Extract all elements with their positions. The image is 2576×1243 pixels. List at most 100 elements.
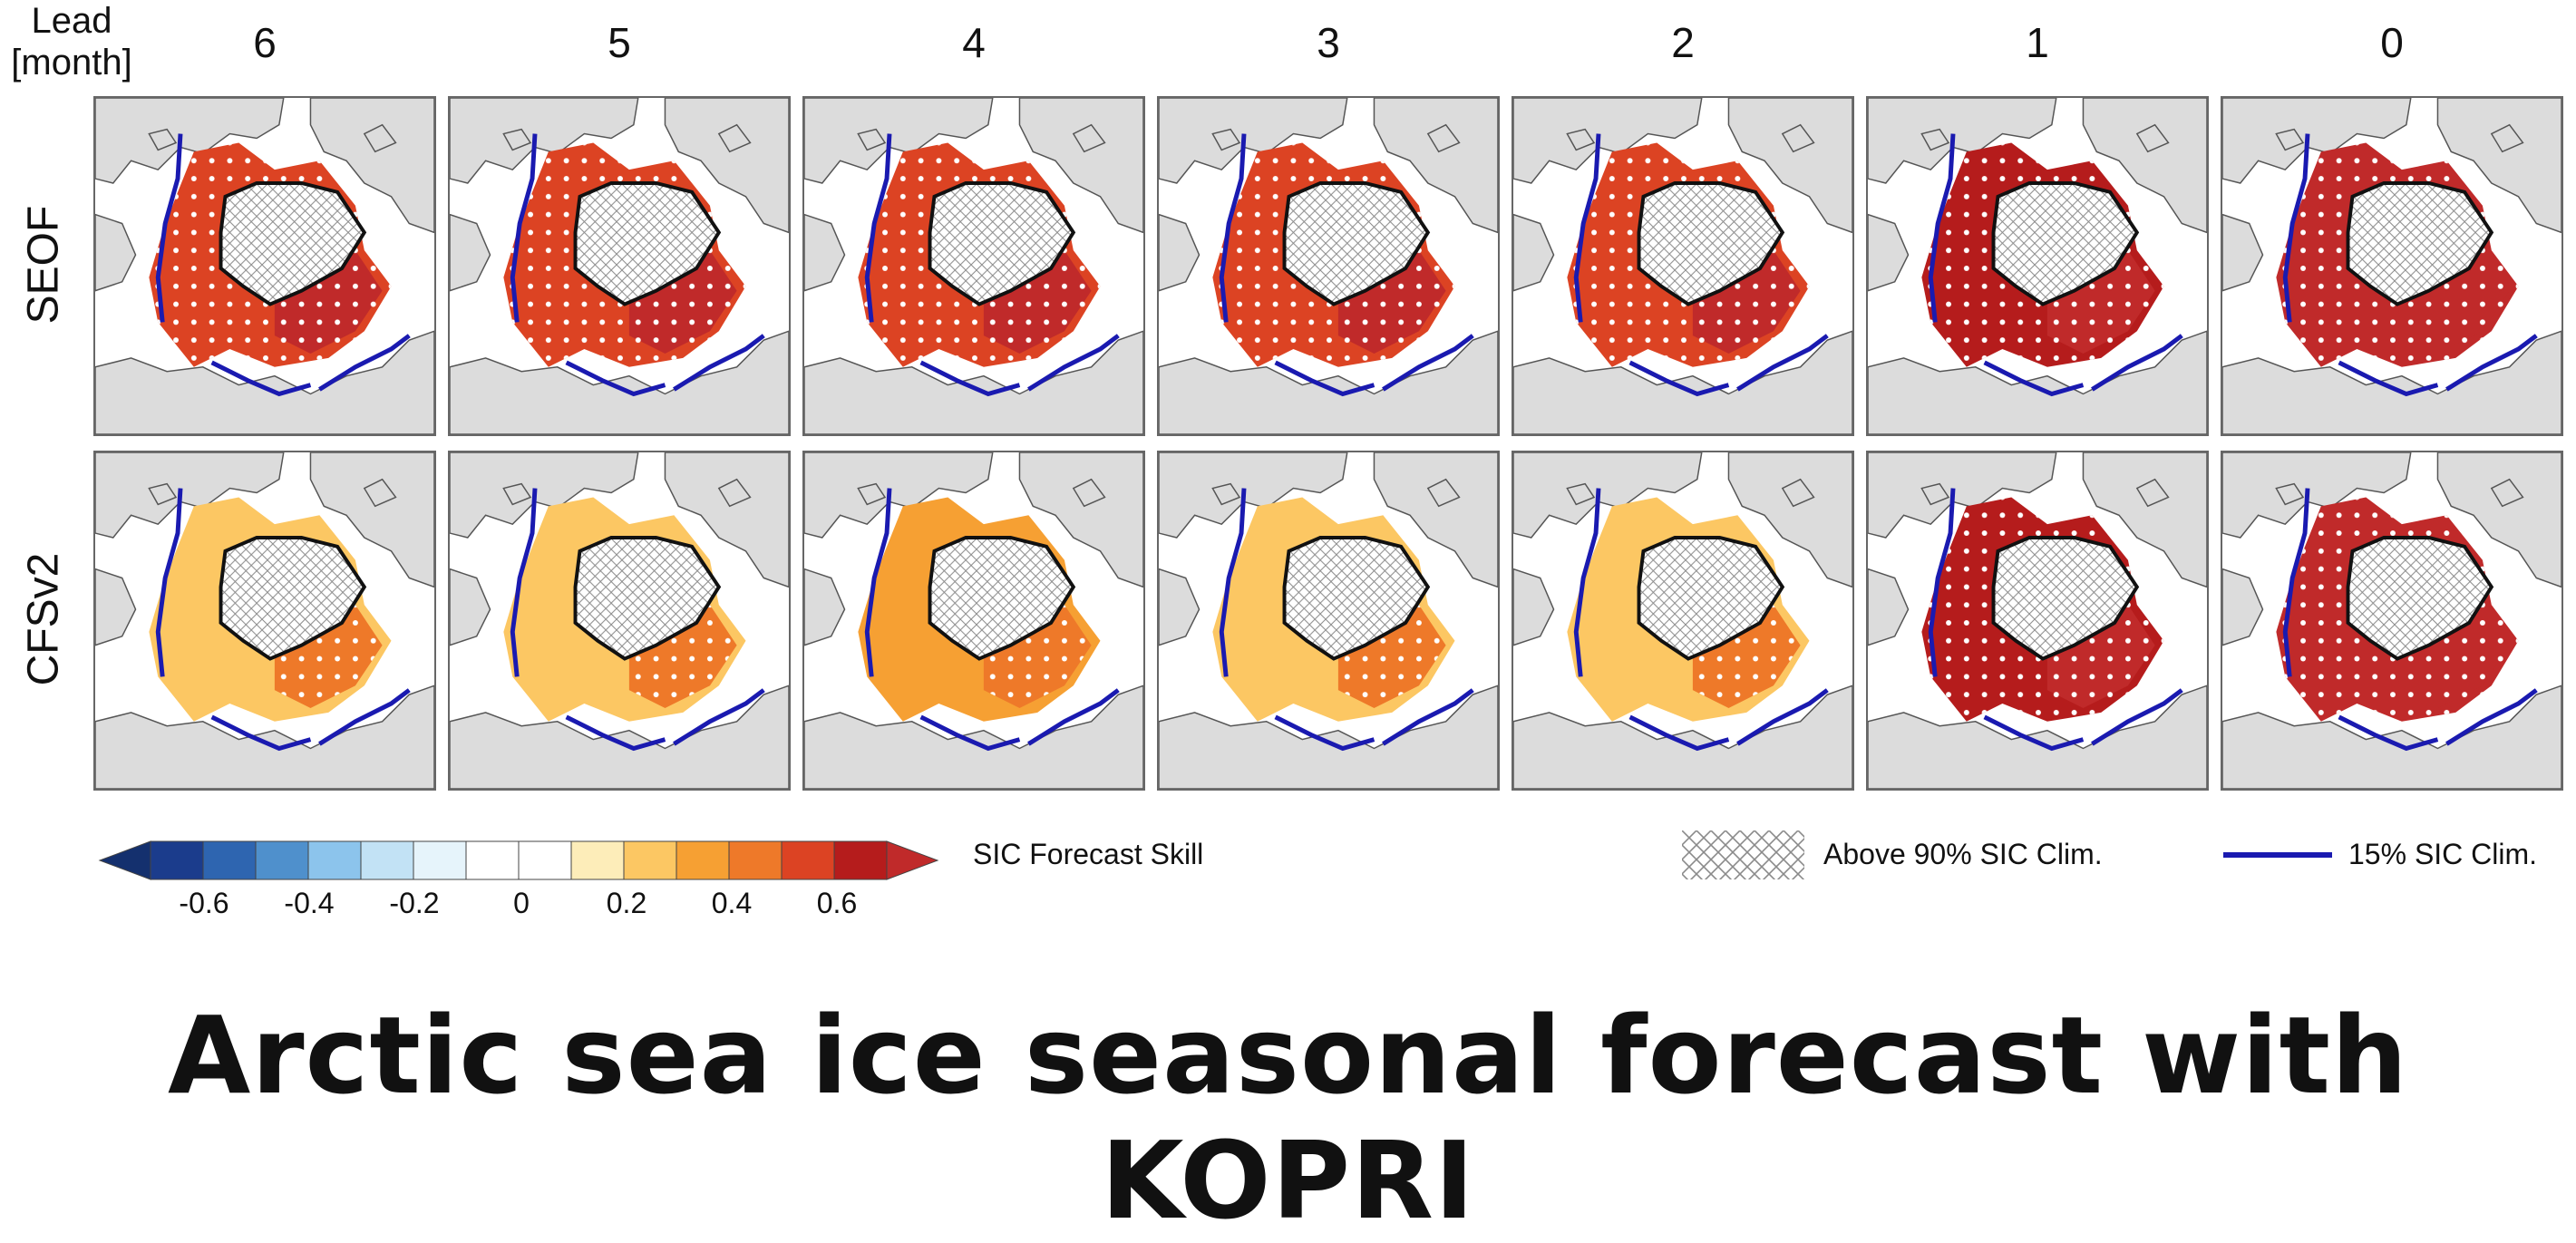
- ice-edge-line: [1628, 714, 1730, 752]
- ice-edge-line: [565, 714, 666, 752]
- land-mass: [1072, 478, 1106, 508]
- land-mass: [148, 128, 178, 151]
- hatched-90pct-region: [1637, 536, 1785, 661]
- land-mass: [1018, 452, 1143, 588]
- lead-2-label: 2: [1671, 19, 1695, 66]
- ice-edge-line: [1219, 488, 1247, 677]
- land-mass: [1211, 128, 1241, 151]
- ice-edge-line: [1928, 488, 1956, 677]
- land-mass: [1426, 123, 1461, 153]
- colorbar: [98, 840, 939, 880]
- hatched-90pct-region: [219, 536, 367, 661]
- map-panel: [448, 451, 791, 791]
- land-mass: [95, 568, 137, 646]
- ice-edge-line: [2091, 688, 2183, 746]
- land-mass: [309, 98, 434, 234]
- land-mass: [1920, 482, 1950, 506]
- map-panel: [1157, 96, 1500, 436]
- colorbar-label: SIC Forecast Skill: [973, 838, 1204, 870]
- land-mass: [1211, 482, 1241, 506]
- figure: Lead [month] 6 5 4 3 2 1 0 SEOF CFSv2 SI…: [11, 1, 2563, 1243]
- hatched-90pct-region: [2346, 181, 2494, 306]
- page-title: Arctic sea ice seasonal forecast with KO…: [168, 993, 2408, 1243]
- land-mass: [1727, 452, 1852, 588]
- ice-edge-legend-line: [2223, 852, 2332, 858]
- land-mass: [664, 452, 789, 588]
- map-panel: [2221, 96, 2563, 436]
- lead-label-line1: Lead: [31, 1, 112, 41]
- hatched-90pct-region: [928, 536, 1076, 661]
- map-panel: [1157, 451, 1500, 791]
- land-mass: [1920, 128, 1950, 151]
- colorbar-tick: 0: [513, 887, 530, 919]
- colorbar-tick: -0.2: [389, 887, 440, 919]
- land-mass: [450, 98, 639, 184]
- land-mass: [804, 568, 846, 646]
- land-mass: [1868, 213, 1910, 292]
- ice-edge-line: [210, 714, 312, 752]
- land-mass: [95, 98, 285, 184]
- map-panel: [93, 96, 436, 436]
- hatched-90pct-region: [219, 181, 367, 306]
- colorbar-bin: [465, 840, 520, 880]
- map-panel: [1512, 96, 1854, 436]
- colorbar-bin: [833, 840, 888, 880]
- ice-edge-line: [510, 488, 538, 677]
- land-mass: [1781, 478, 1815, 508]
- land-mass: [1072, 123, 1106, 153]
- hatched-90pct-region: [1282, 181, 1431, 306]
- ice-edge-line: [2282, 133, 2310, 323]
- land-mass: [857, 128, 887, 151]
- colorbar-bin: [307, 840, 362, 880]
- land-mass: [1513, 568, 1555, 646]
- colorbar-low-arrow: [98, 840, 151, 880]
- hatched-90pct-region: [1282, 536, 1431, 661]
- hatched-90pct-region: [2346, 536, 2494, 661]
- land-mass: [363, 478, 397, 508]
- colorbar-tick: -0.6: [179, 887, 229, 919]
- colorbar-bin: [150, 840, 204, 880]
- hatched-90pct-region: [1637, 181, 1785, 306]
- colorbar-bin: [623, 840, 677, 880]
- land-mass: [2222, 213, 2264, 292]
- colorbar-bin: [676, 840, 730, 880]
- ice-edge-line: [1027, 688, 1120, 746]
- land-mass: [2135, 123, 2170, 153]
- land-mass: [1018, 98, 1143, 234]
- land-mass: [2275, 482, 2305, 506]
- land-mass: [1781, 123, 1815, 153]
- lead-5-label: 5: [608, 19, 631, 66]
- land-mass: [363, 123, 397, 153]
- ice-edge-line: [864, 488, 892, 677]
- map-panel: [802, 96, 1145, 436]
- ice-edge-line: [864, 133, 892, 323]
- ice-edge-line: [919, 714, 1021, 752]
- land-mass: [450, 568, 491, 646]
- hatched-90pct-region: [1991, 536, 2140, 661]
- colorbar-bin: [413, 840, 467, 880]
- land-mass: [1159, 213, 1201, 292]
- ice-edge-line: [1382, 688, 1474, 746]
- ice-edge-line: [1219, 133, 1247, 323]
- land-mass: [1566, 128, 1596, 151]
- land-mass: [450, 213, 491, 292]
- hatch-legend-label: Above 90% SIC Clim.: [1823, 838, 2103, 870]
- land-mass: [1566, 482, 1596, 506]
- ice-edge-line: [565, 360, 666, 397]
- ice-edge-line: [1274, 714, 1375, 752]
- ice-edge-line: [1382, 334, 1474, 392]
- land-mass: [2222, 452, 2412, 539]
- ice-edge-line: [2282, 488, 2310, 677]
- hatched-90pct-region: [573, 536, 722, 661]
- ice-edge-line: [2445, 688, 2538, 746]
- hatched-90pct-region: [573, 181, 722, 306]
- lead-3-label: 3: [1317, 19, 1340, 66]
- land-mass: [1373, 98, 1498, 234]
- map-panel: [1866, 451, 2209, 791]
- ice-edge-line: [210, 360, 312, 397]
- land-mass: [2222, 98, 2412, 184]
- land-mass: [2275, 128, 2305, 151]
- land-mass: [1513, 213, 1555, 292]
- land-mass: [1373, 452, 1498, 588]
- hatch-legend-swatch: [1682, 830, 1804, 879]
